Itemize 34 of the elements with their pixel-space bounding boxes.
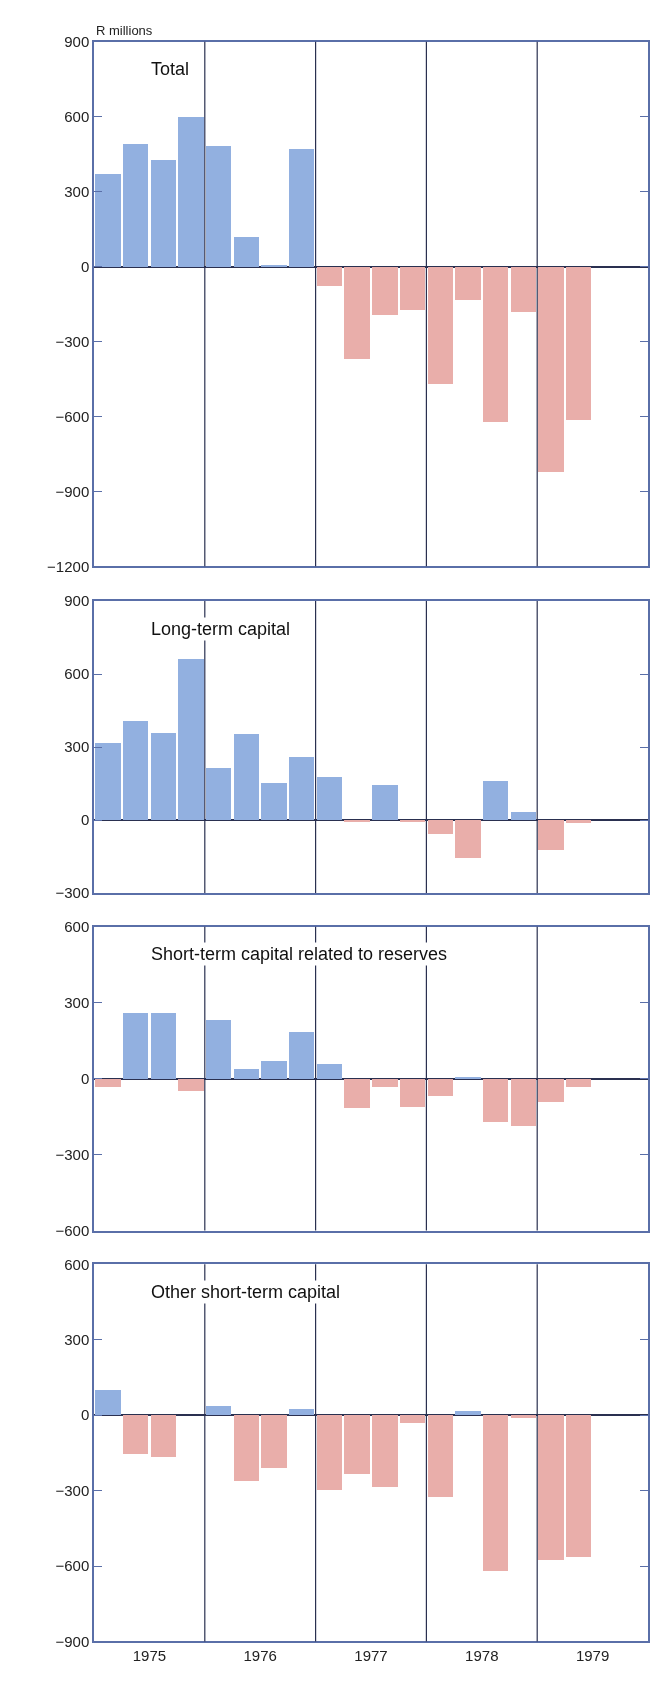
x-tick-label: 1975 [132, 1647, 167, 1665]
x-tick-label: 1976 [243, 1647, 277, 1665]
y-tick-label: −1200 [47, 557, 90, 575]
y-tick-label: −300 [55, 1481, 90, 1499]
y-tick-label: −300 [55, 1145, 90, 1163]
x-tick-label: 1977 [354, 1647, 388, 1665]
y-axis-title: R millions [96, 23, 153, 38]
y-tick-label: −900 [55, 1632, 90, 1650]
y-tick-label: −600 [55, 1557, 90, 1575]
text: Long-term capital [151, 619, 291, 639]
y-tick-label: −600 [55, 1221, 90, 1239]
y-tick-label: 300 [64, 738, 90, 756]
y-tick-label: 0 [80, 257, 90, 275]
y-tick-label: 600 [64, 665, 90, 683]
y-tick-label: 300 [64, 1330, 90, 1348]
y-tick-label: −300 [55, 884, 90, 902]
y-tick-label: −600 [55, 407, 90, 425]
y-tick-label: 300 [64, 993, 90, 1011]
y-tick-label: 0 [80, 811, 90, 829]
x-tick-label: 1978 [465, 1647, 499, 1665]
y-tick-label: 0 [80, 1406, 90, 1424]
y-tick-label: 600 [64, 1255, 90, 1273]
y-tick-label: 600 [64, 917, 90, 935]
y-tick-label: 300 [64, 182, 90, 200]
y-tick-label: 0 [80, 1069, 90, 1087]
y-tick-label: 900 [64, 32, 90, 50]
text: Other short-term capital [151, 1282, 341, 1302]
text: Total [151, 59, 190, 79]
text: Short-term capital related to reserves [151, 944, 448, 964]
y-tick-label: 900 [64, 592, 90, 610]
x-tick-label: 1979 [575, 1647, 610, 1665]
y-tick-label: −300 [55, 332, 90, 350]
y-tick-label: −900 [55, 482, 90, 500]
y-tick-label: 600 [64, 107, 90, 125]
